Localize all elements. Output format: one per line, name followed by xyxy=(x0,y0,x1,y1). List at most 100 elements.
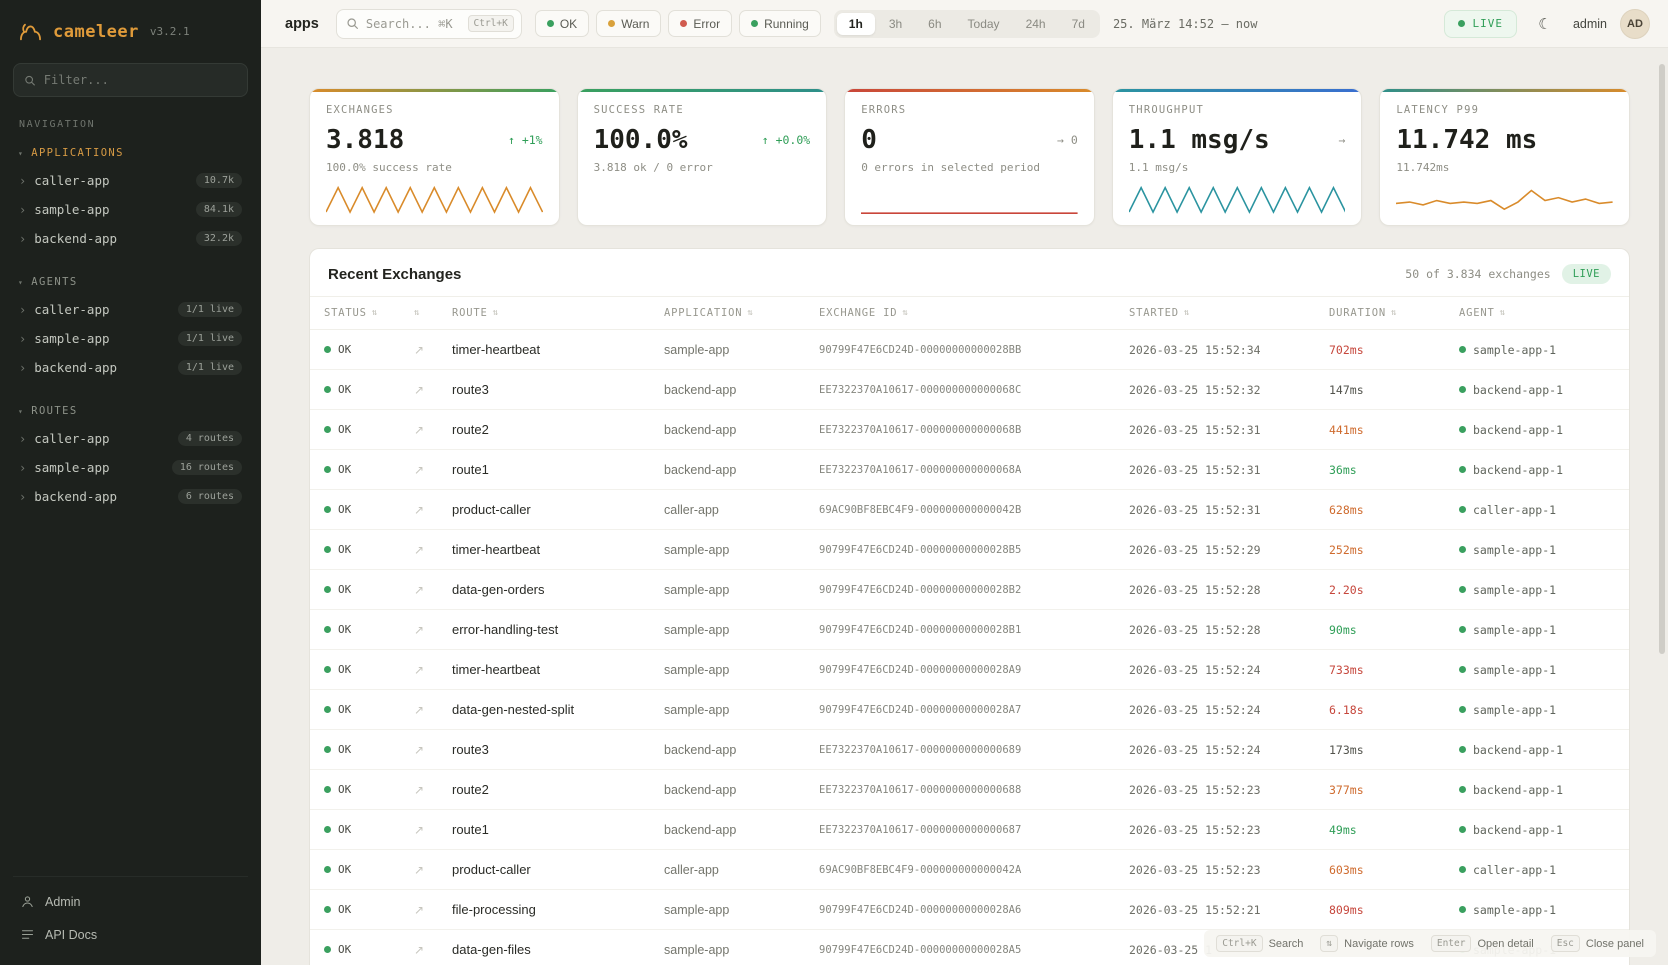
table-row[interactable]: OK ↗ error-handling-test sample-app 90799F47… xyxy=(310,610,1629,650)
time-range-6h[interactable]: 6h xyxy=(916,13,953,35)
table-row[interactable]: OK ↗ route2 backend-app EE7322370A10617-0000… xyxy=(310,410,1629,450)
table-row[interactable]: OK ↗ timer-heartbeat sample-app 90799F47E6CD… xyxy=(310,330,1629,370)
sort-icon[interactable]: ⇅ xyxy=(492,308,499,318)
open-detail-icon[interactable]: ↗ xyxy=(414,822,425,837)
agent-status-dot-icon xyxy=(1459,466,1466,473)
sidebar-item-backend-app[interactable]: › backend-app 32.2k xyxy=(13,224,248,253)
ok-status-dot-icon xyxy=(324,466,331,473)
open-detail-icon[interactable]: ↗ xyxy=(414,542,425,557)
chevron-right-icon: › xyxy=(19,331,27,346)
filter-chip-running[interactable]: Running xyxy=(739,10,821,37)
filter-chip-ok[interactable]: OK xyxy=(534,10,590,37)
table-row[interactable]: OK ↗ timer-heartbeat sample-app 90799F47E6CD… xyxy=(310,650,1629,690)
search-placeholder: Search... ⌘K xyxy=(365,16,453,31)
sidebar-item-backend-app[interactable]: › backend-app 1/1 live xyxy=(13,353,248,382)
sidebar-item-caller-app[interactable]: › caller-app 10.7k xyxy=(13,166,248,195)
sort-icon[interactable]: ⇅ xyxy=(747,308,754,318)
ok-status-dot-icon xyxy=(324,826,331,833)
sidebar-section-header-applications[interactable]: ▾ APPLICATIONS xyxy=(13,144,248,166)
time-range-today[interactable]: Today xyxy=(956,13,1012,35)
user-name: admin xyxy=(1572,16,1607,31)
table-row[interactable]: OK ↗ product-caller caller-app 69AC90BF8EBC4… xyxy=(310,850,1629,890)
status-cell: OK xyxy=(324,543,414,556)
panel-title: Recent Exchanges xyxy=(328,265,462,283)
sidebar-item-admin[interactable]: Admin xyxy=(13,885,248,918)
table-row[interactable]: OK ↗ route1 backend-app EE7322370A10617-0000… xyxy=(310,810,1629,850)
ok-status-dot-icon xyxy=(324,546,331,553)
application-cell: backend-app xyxy=(664,382,737,397)
application-cell: backend-app xyxy=(664,822,737,837)
time-range-24h[interactable]: 24h xyxy=(1014,13,1058,35)
sidebar-item-sample-app[interactable]: › sample-app 16 routes xyxy=(13,453,248,482)
time-range-3h[interactable]: 3h xyxy=(877,13,914,35)
sidebar-section-header-agents[interactable]: ▾ AGENTS xyxy=(13,273,248,295)
column-header-status: STATUS ⇅ xyxy=(324,307,414,319)
filter-chip-error[interactable]: Error xyxy=(668,10,733,37)
open-detail-icon[interactable]: ↗ xyxy=(414,502,425,517)
filter-chip-warn[interactable]: Warn xyxy=(596,10,662,37)
table-row[interactable]: OK ↗ route1 backend-app EE7322370A10617-0000… xyxy=(310,450,1629,490)
open-detail-icon[interactable]: ↗ xyxy=(414,942,425,957)
route-cell: timer-heartbeat xyxy=(452,542,541,557)
filter-input[interactable] xyxy=(43,73,237,87)
open-cell: ↗ xyxy=(414,703,452,717)
sidebar-filter[interactable] xyxy=(13,63,248,97)
sidebar-section-label: APPLICATIONS xyxy=(31,147,124,159)
sort-icon[interactable]: ⇅ xyxy=(1390,308,1398,318)
open-detail-icon[interactable]: ↗ xyxy=(414,462,425,477)
sidebar-item-caller-app[interactable]: › caller-app 4 routes xyxy=(13,424,248,453)
table-row[interactable]: OK ↗ route3 backend-app EE7322370A10617-0000… xyxy=(310,730,1629,770)
chip-label: Warn xyxy=(621,16,650,31)
open-detail-icon[interactable]: ↗ xyxy=(414,702,425,717)
started-cell: 2026-03-25 15:52:29 xyxy=(1129,542,1261,557)
ok-status-dot-icon xyxy=(324,746,331,753)
live-toggle-button[interactable]: LIVE xyxy=(1444,9,1517,38)
sidebar-item-badge: 4 routes xyxy=(177,431,242,446)
sort-icon[interactable]: ⇅ xyxy=(1183,308,1191,318)
sidebar-item-sample-app[interactable]: › sample-app 1/1 live xyxy=(13,324,248,353)
sidebar-item-caller-app[interactable]: › caller-app 1/1 live xyxy=(13,295,248,324)
status-cell: OK xyxy=(324,783,414,796)
sidebar-item-sample-app[interactable]: › sample-app 84.1k xyxy=(13,195,248,224)
sidebar-item-label: caller-app xyxy=(34,173,110,188)
open-detail-icon[interactable]: ↗ xyxy=(414,422,425,437)
table-row[interactable]: OK ↗ timer-heartbeat sample-app 90799F47E6CD… xyxy=(310,530,1629,570)
sort-icon[interactable]: ⇅ xyxy=(371,308,378,318)
application-cell: sample-app xyxy=(664,622,730,637)
table-row[interactable]: OK ↗ route3 backend-app EE7322370A10617-0000… xyxy=(310,370,1629,410)
open-detail-icon[interactable]: ↗ xyxy=(414,662,425,677)
main-scrollbar[interactable] xyxy=(1659,64,1665,654)
open-detail-icon[interactable]: ↗ xyxy=(414,622,425,637)
table-row[interactable]: OK ↗ data-gen-orders sample-app 90799F47E6CD… xyxy=(310,570,1629,610)
column-header-label: APPLICATION xyxy=(664,307,743,319)
card-accent-bar xyxy=(845,89,1094,92)
avatar[interactable]: AD xyxy=(1620,8,1650,39)
sidebar-item-backend-app[interactable]: › backend-app 6 routes xyxy=(13,482,248,511)
sort-icon[interactable]: ⇅ xyxy=(1499,308,1506,318)
search-input[interactable]: Search... ⌘K Ctrl+K xyxy=(335,8,522,39)
sidebar-item-api-docs[interactable]: API Docs xyxy=(13,918,248,951)
sort-icon[interactable]: ⇅ xyxy=(414,308,421,318)
open-detail-icon[interactable]: ↗ xyxy=(414,382,425,397)
exchange-id-cell: 90799F47E6CD24D-00000000000028B1 xyxy=(819,623,1022,636)
application-cell: sample-app xyxy=(664,542,730,557)
time-range-1h[interactable]: 1h xyxy=(836,12,875,35)
open-detail-icon[interactable]: ↗ xyxy=(414,902,425,917)
time-range-7d[interactable]: 7d xyxy=(1060,13,1097,35)
exchange-id-cell: 90799F47E6CD24D-00000000000028B2 xyxy=(819,583,1022,596)
chip-label: Running xyxy=(764,16,809,31)
open-detail-icon[interactable]: ↗ xyxy=(414,782,425,797)
table-row[interactable]: OK ↗ route2 backend-app EE7322370A10617-0000… xyxy=(310,770,1629,810)
sort-icon[interactable]: ⇅ xyxy=(902,308,909,318)
status-filter-chips: OK Warn Error Running xyxy=(534,10,821,37)
theme-toggle-button[interactable]: ☾ xyxy=(1530,9,1560,39)
table-row[interactable]: OK ↗ data-gen-nested-split sample-app 90799F… xyxy=(310,690,1629,730)
open-detail-icon[interactable]: ↗ xyxy=(414,342,425,357)
open-detail-icon[interactable]: ↗ xyxy=(414,862,425,877)
sidebar-section-header-routes[interactable]: ▾ ROUTES xyxy=(13,402,248,424)
open-detail-icon[interactable]: ↗ xyxy=(414,742,425,757)
open-detail-icon[interactable]: ↗ xyxy=(414,582,425,597)
status-label: OK xyxy=(338,423,352,436)
table-row[interactable]: OK ↗ product-caller caller-app 69AC90BF8EBC4… xyxy=(310,490,1629,530)
table-row[interactable]: OK ↗ file-processing sample-app 90799F47E6CD… xyxy=(310,890,1629,930)
